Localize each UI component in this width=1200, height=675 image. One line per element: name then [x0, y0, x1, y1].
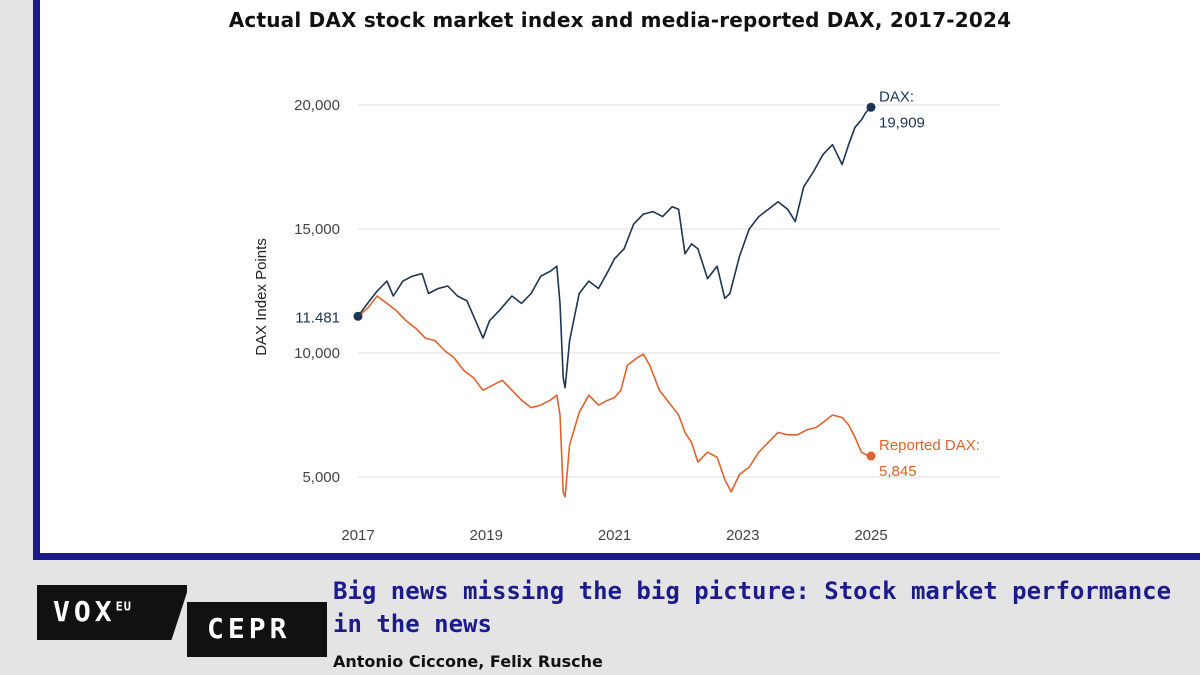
y-tick-label: 5,000 — [302, 469, 340, 486]
start-value-label: 11.481 — [295, 309, 340, 326]
actual-dax-line — [357, 106, 872, 389]
line-chart: 5,000 10,000 15,000 20,000 2017 2019 2021 2023 2… — [253, 88, 1000, 544]
article-headline[interactable]: Big news missing the big picture: Stock … — [333, 577, 1172, 638]
x-tick-label: 2023 — [726, 527, 759, 544]
x-tick-label: 2019 — [470, 527, 503, 544]
reported-dax-line-end-point — [866, 451, 876, 461]
chart-title: Actual DAX stock market index and media-… — [228, 8, 1012, 32]
vox-logo-text: VOX — [53, 595, 116, 628]
y-axis-label: DAX Index Points — [253, 238, 270, 356]
reported-dax-line-series-name: Reported DAX: — [879, 437, 980, 454]
actual-dax-line-end-value: 19,909 — [879, 114, 925, 131]
eu-logo-text: EU — [115, 599, 133, 614]
vox-eu-logo[interactable]: VOXEU — [37, 585, 187, 640]
start-point — [353, 311, 363, 321]
y-tick-label: 10,000 — [294, 345, 340, 362]
actual-dax-line-series-name: DAX: — [879, 88, 914, 105]
y-tick-label: 15,000 — [294, 221, 340, 238]
reported-dax-line — [357, 295, 872, 498]
reported-dax-line-end-value: 5,845 — [879, 463, 917, 480]
article-authors: Antonio Ciccone, Felix Rusche — [333, 652, 603, 671]
x-tick-label: 2021 — [598, 527, 631, 544]
actual-dax-line-end-point — [866, 102, 876, 112]
cepr-logo-text: CEPR — [207, 612, 291, 645]
x-tick-label: 2025 — [854, 527, 887, 544]
y-tick-label: 20,000 — [294, 97, 340, 114]
cepr-logo[interactable]: CEPR — [187, 602, 327, 657]
chart-panel — [33, 0, 1200, 560]
x-tick-label: 2017 — [341, 527, 374, 544]
